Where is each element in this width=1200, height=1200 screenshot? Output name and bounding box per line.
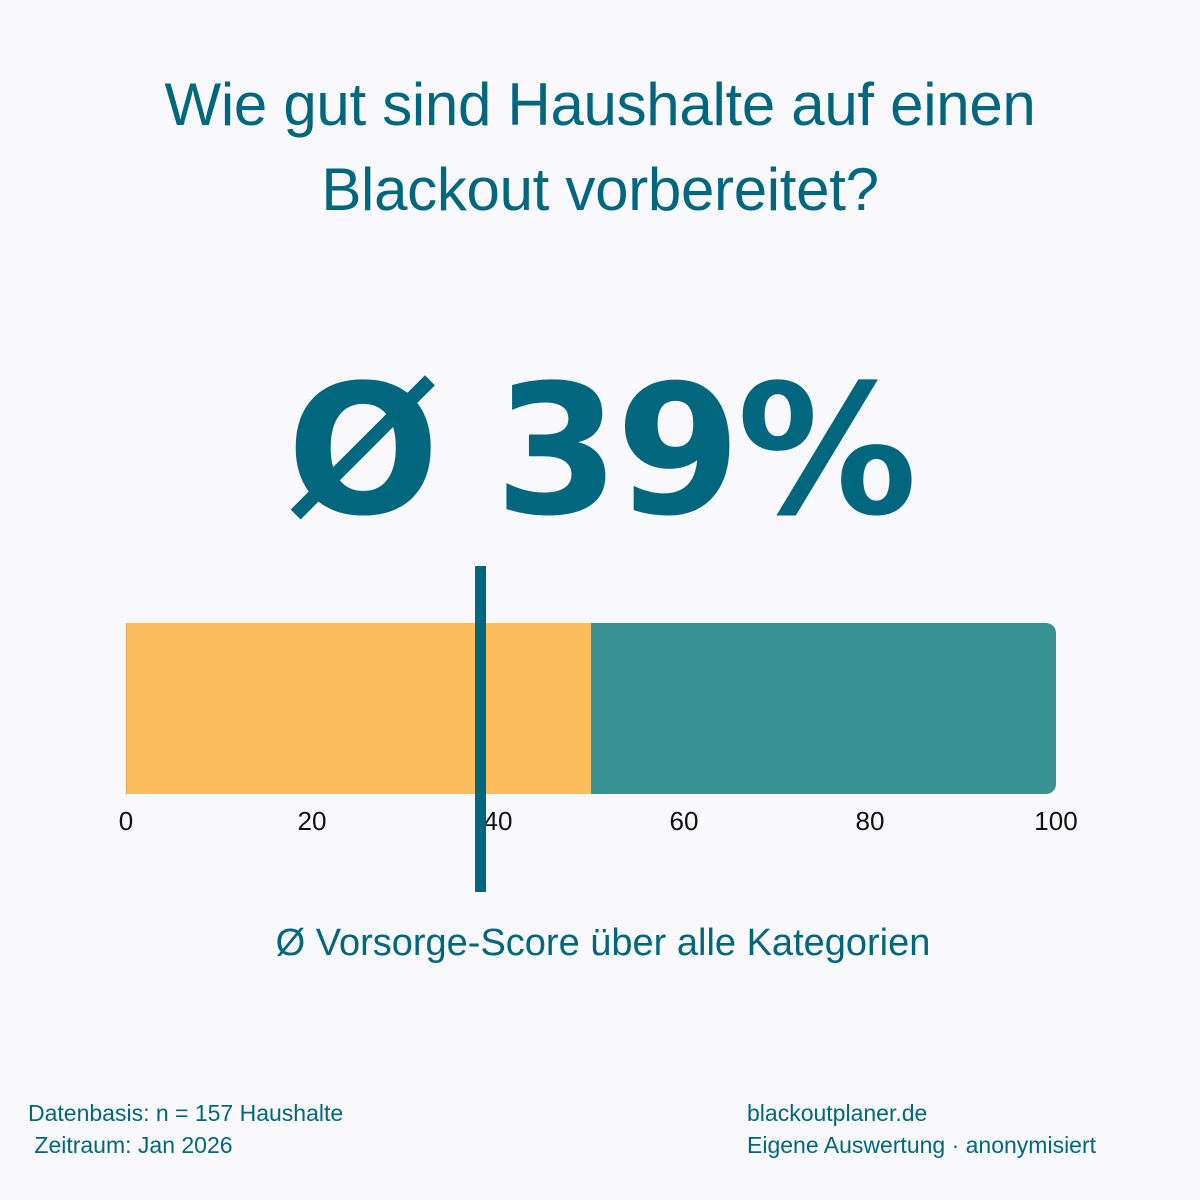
segment-low bbox=[126, 623, 591, 794]
period-text: Zeitraum: Jan 2026 bbox=[28, 1132, 233, 1158]
sample-size-text: Datenbasis: n = 157 Haushalte bbox=[28, 1100, 344, 1126]
footer-data-basis: Datenbasis: n = 157 Haushalte Zeitraum: … bbox=[28, 1097, 343, 1161]
x-tick-label: 60 bbox=[669, 806, 699, 836]
score-bar bbox=[126, 623, 1056, 794]
source-website: blackoutplaner.de bbox=[747, 1100, 928, 1126]
x-tick-label: 0 bbox=[118, 806, 134, 836]
title-line-2: Blackout vorbereitet? bbox=[321, 156, 879, 223]
x-tick-label: 20 bbox=[297, 806, 327, 836]
average-marker bbox=[475, 566, 487, 892]
x-tick-label: 40 bbox=[483, 806, 513, 836]
x-tick-label: 80 bbox=[855, 806, 885, 836]
x-tick-label: 100 bbox=[1034, 806, 1078, 836]
source-note: Eigene Auswertung · anonymisiert bbox=[747, 1132, 1097, 1158]
chart-title: Wie gut sind Haushalte auf einen Blackou… bbox=[0, 62, 1200, 232]
footer-source: blackoutplaner.de Eigene Auswertung · an… bbox=[747, 1097, 1096, 1161]
title-line-1: Wie gut sind Haushalte auf einen bbox=[164, 71, 1036, 138]
segment-high bbox=[591, 623, 1056, 794]
average-score-value: Ø 39% bbox=[286, 347, 918, 556]
axis-caption: Ø Vorsorge-Score über alle Kategorien bbox=[275, 922, 931, 964]
